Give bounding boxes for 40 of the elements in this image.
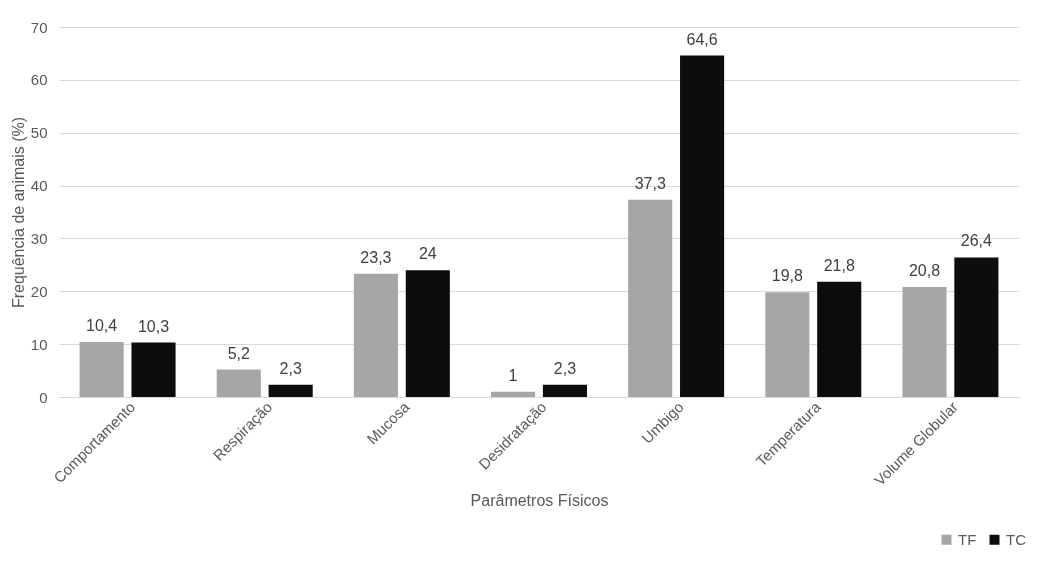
data-label: 10,3 [137,317,170,335]
bar [491,391,536,397]
data-label: 20,8 [908,262,941,280]
data-label: 64,6 [686,30,718,48]
data-label: 23,3 [360,248,392,266]
bar [680,55,725,397]
bar [902,287,947,397]
y-tick-label: 0 [39,388,48,406]
y-tick-label: 40 [30,177,48,195]
y-tick-label: 50 [30,124,48,142]
bar [405,270,450,397]
data-label: 26,4 [960,232,993,250]
y-tick-label: 10 [30,335,48,353]
data-label: 2,3 [553,359,577,377]
bar [817,281,862,397]
bar [131,342,176,397]
y-tick-label: 70 [30,18,48,36]
data-label: 1 [508,366,518,384]
bar [628,199,673,397]
data-label: 19,8 [771,267,804,285]
bar [954,257,999,397]
bar [216,369,261,397]
bar [268,384,313,397]
data-label: 24 [418,245,437,263]
y-axis-title: Frequência de animais (%) [9,116,27,309]
x-axis-title: Parâmetros Físicos [470,491,609,509]
y-tick-label: 60 [30,71,48,89]
data-label: 10,4 [86,317,118,335]
legend-label: TF [958,530,977,548]
data-label: 5,2 [227,344,250,362]
data-label: 37,3 [634,174,666,192]
data-label: 2,3 [279,359,302,377]
y-tick-label: 30 [30,229,48,247]
y-tick-label: 20 [30,282,48,300]
data-label: 21,8 [823,256,855,274]
bar [79,342,124,397]
legend-label: TC [1006,530,1027,548]
bar [542,384,587,397]
bar [765,292,810,397]
bar [353,273,398,397]
